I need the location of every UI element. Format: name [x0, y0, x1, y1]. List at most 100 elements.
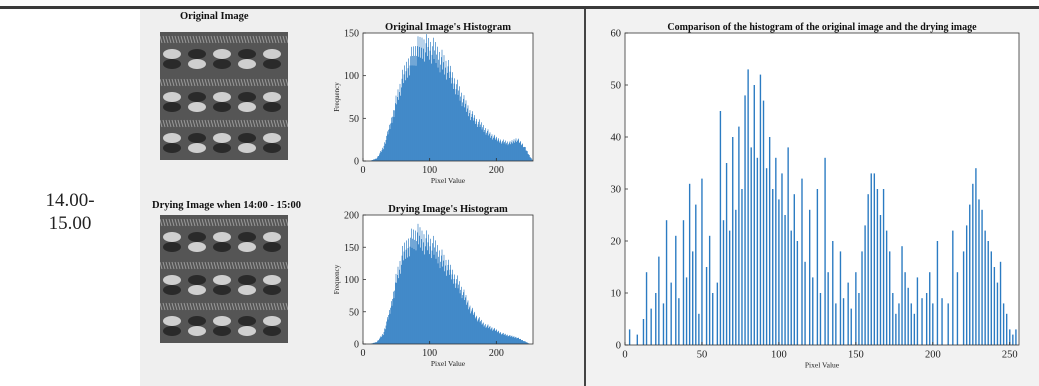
- bar: [501, 334, 502, 344]
- bar: [439, 268, 441, 344]
- y-tick-label: 0: [616, 341, 621, 352]
- bar: [516, 142, 517, 161]
- bar: [416, 241, 417, 344]
- bar: [895, 313, 897, 345]
- comparison-histogram: 0 50 100 150 200 250 0 10 20 30 40 50 60 Comparison o…: [611, 22, 1020, 370]
- bar: [383, 145, 385, 161]
- bar: [408, 238, 409, 344]
- bar: [400, 95, 401, 161]
- bar: [524, 341, 525, 344]
- bar: [414, 239, 415, 344]
- bar: [523, 146, 525, 161]
- bar: [450, 264, 451, 344]
- time-cell: 14.00- 15.00: [0, 9, 140, 386]
- bar: [855, 272, 857, 345]
- bar: [515, 140, 516, 161]
- y-tick-label: 40: [611, 133, 622, 144]
- bar: [529, 155, 530, 161]
- bar: [520, 338, 521, 344]
- x-tick-label: 100: [771, 350, 787, 361]
- bar: [719, 111, 722, 345]
- bar: [741, 189, 743, 345]
- bar: [479, 119, 480, 161]
- bar: [513, 141, 514, 161]
- bar: [996, 282, 999, 345]
- bar: [447, 264, 449, 344]
- bar: [867, 194, 869, 345]
- bar: [515, 138, 517, 161]
- bar: [375, 158, 377, 161]
- bar: [419, 36, 421, 161]
- bar: [842, 298, 845, 345]
- bar: [413, 229, 414, 344]
- bar: [473, 314, 474, 344]
- bar: [507, 145, 509, 161]
- x-tick-label: 250: [1002, 350, 1018, 361]
- bar: [463, 289, 465, 344]
- bar: [490, 329, 491, 344]
- bar: [443, 260, 444, 344]
- bar: [415, 230, 416, 344]
- bar: [832, 241, 834, 345]
- bar: [477, 126, 478, 161]
- bar: [477, 319, 479, 344]
- bar: [510, 336, 511, 344]
- bar: [415, 65, 417, 161]
- bar: [385, 139, 387, 161]
- x-tick-label: 0: [361, 165, 366, 176]
- bar: [503, 143, 505, 161]
- bar: [457, 275, 458, 344]
- bar: [483, 125, 484, 161]
- bar: [391, 301, 392, 344]
- bar: [457, 79, 458, 161]
- bar: [394, 290, 395, 344]
- bar: [395, 95, 397, 161]
- bar: [405, 71, 407, 161]
- bar: [448, 60, 449, 161]
- bar: [978, 199, 980, 345]
- bar: [521, 144, 523, 161]
- bar: [374, 342, 375, 344]
- bar: [441, 255, 442, 344]
- bar: [452, 72, 453, 161]
- bar: [455, 94, 456, 161]
- bar: [485, 327, 487, 344]
- y-tick-label: 0: [354, 157, 359, 168]
- y-tick-label: 200: [344, 211, 359, 222]
- bar: [448, 259, 449, 344]
- bar: [413, 249, 415, 344]
- bar: [383, 335, 384, 344]
- bar: [399, 83, 401, 161]
- bar: [461, 106, 463, 161]
- bar: [434, 247, 435, 344]
- original-image-title: Original Image: [180, 11, 249, 22]
- bar: [678, 298, 680, 345]
- bar: [523, 341, 525, 344]
- bar: [373, 342, 375, 344]
- bar: [387, 317, 388, 344]
- bar: [403, 74, 405, 161]
- bar: [466, 111, 467, 161]
- bar: [388, 314, 389, 344]
- bar: [956, 272, 959, 345]
- bar: [438, 59, 439, 161]
- bar: [507, 141, 508, 161]
- bar: [801, 178, 803, 345]
- bar: [429, 59, 430, 161]
- bar: [395, 282, 396, 344]
- bar: [675, 235, 677, 345]
- bar: [410, 237, 411, 344]
- bar: [455, 283, 457, 344]
- bar: [515, 337, 516, 344]
- bar: [503, 335, 505, 344]
- bar: [658, 256, 660, 345]
- bar: [427, 250, 428, 344]
- bar: [497, 331, 499, 344]
- bar: [421, 230, 423, 344]
- bar: [463, 292, 464, 344]
- bar: [495, 138, 497, 161]
- bar: [889, 251, 891, 345]
- bar: [439, 72, 441, 161]
- bar: [399, 92, 400, 161]
- bar: [372, 160, 373, 161]
